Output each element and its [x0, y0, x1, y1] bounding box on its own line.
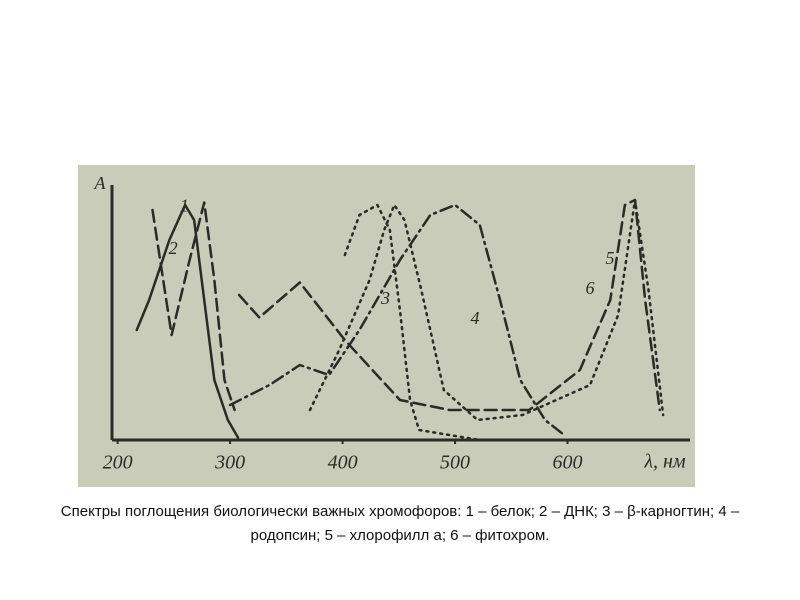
caption: Спектры поглощения биологически важных х…	[60, 503, 740, 544]
x-axis-label: λ, нм	[643, 451, 686, 473]
x-tick-label: 200	[103, 452, 133, 474]
series-label: 4	[471, 308, 480, 328]
series-label: 3	[380, 288, 390, 308]
y-axis-label: A	[94, 173, 107, 193]
series-line	[237, 198, 662, 412]
series-label: 6	[586, 278, 595, 298]
x-tick-label: 400	[328, 452, 358, 474]
x-tick-label: 300	[214, 452, 245, 474]
series-label: 5	[606, 248, 615, 268]
series-line	[308, 198, 665, 422]
x-tick-label: 500	[440, 452, 470, 474]
series-label: 2	[169, 238, 178, 258]
series-line	[343, 203, 482, 442]
x-tick-label: 600	[553, 452, 583, 474]
series-line	[135, 203, 240, 439]
series-line	[151, 201, 236, 412]
chart-background	[78, 165, 695, 487]
series-line	[228, 203, 566, 437]
